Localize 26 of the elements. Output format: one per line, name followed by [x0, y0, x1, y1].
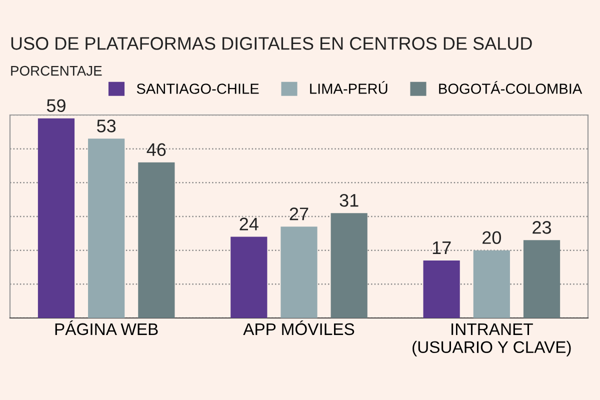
data-label: 23: [532, 221, 552, 234]
data-label: 31: [340, 194, 358, 207]
data-label: 20: [482, 231, 502, 244]
data-label: 17: [432, 242, 451, 254]
legend-label: LIMA-PERÚ: [310, 81, 388, 94]
bar: [138, 162, 175, 318]
x-tick-label: INTRANET (USUARIO Y CLAVE): [412, 323, 571, 356]
bar: [330, 213, 368, 318]
chart-subtitle: PORCENTAJE: [11, 66, 102, 76]
bar: [423, 260, 460, 318]
chart-title: USO DE PLATAFORMAS DIGITALES EN CENTROS DE SALUD: [11, 37, 532, 50]
bar: [280, 226, 318, 318]
data-label: 24: [240, 218, 258, 230]
legend-label: BOGOTÁ-COLOMBIA: [439, 81, 582, 94]
legend-label: SANTIAGO-CHILE: [136, 84, 259, 94]
bar: [230, 236, 268, 318]
bar: [88, 138, 125, 318]
x-tick-label: PÁGINA WEB: [55, 320, 158, 336]
bar: [523, 240, 560, 318]
bar: [38, 118, 75, 318]
data-label: 46: [146, 143, 166, 156]
data-label: 59: [46, 99, 66, 112]
data-label: 27: [290, 208, 308, 220]
x-tick-label: APP MÓVILES: [243, 320, 354, 336]
bar: [473, 250, 510, 318]
data-label: 53: [97, 120, 116, 132]
